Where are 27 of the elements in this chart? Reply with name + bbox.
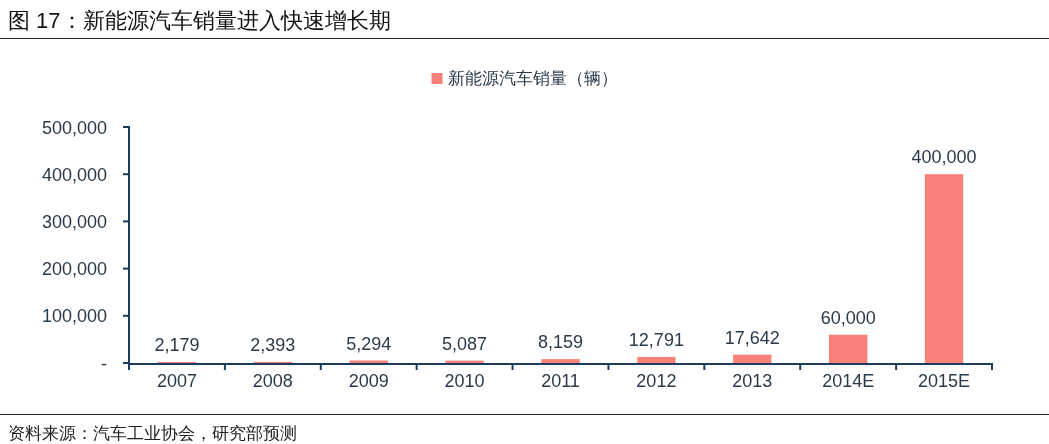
xtick: 2015E [918, 371, 971, 391]
xtick: 2007 [156, 371, 197, 391]
ytick: 200,000 [41, 259, 107, 280]
xtick: 2009 [348, 371, 389, 391]
data-label: 60,000 [820, 307, 876, 328]
data-label: 2,393 [250, 334, 296, 355]
annotation: 资料来源：汽车工业协会，研究部预测 [8, 424, 297, 443]
xtick: 2012 [636, 371, 677, 391]
data-label: 5,294 [346, 333, 392, 354]
xtick: 2011 [541, 371, 580, 391]
data-label: 12,791 [628, 329, 684, 350]
ytick: - [101, 353, 107, 374]
data-label: 400,000 [911, 147, 977, 168]
data-label: 17,642 [724, 327, 780, 348]
data-label: 2,179 [154, 334, 200, 355]
legend-label: 新能源汽车销量（辆） [447, 69, 618, 88]
ytick: 400,000 [41, 164, 107, 185]
xtick: 2013 [732, 371, 773, 391]
ytick: 100,000 [41, 306, 107, 327]
ytick: 500,000 [41, 117, 107, 138]
xtick: 2010 [444, 371, 485, 391]
data-label: 5,087 [442, 333, 488, 354]
title: 图 17：新能源汽车销量进入快速增长期 [8, 8, 391, 33]
xtick: 2014E [822, 371, 875, 391]
ytick: 300,000 [41, 211, 107, 232]
data-label: 8,159 [538, 332, 583, 353]
xtick: 2008 [252, 371, 293, 391]
